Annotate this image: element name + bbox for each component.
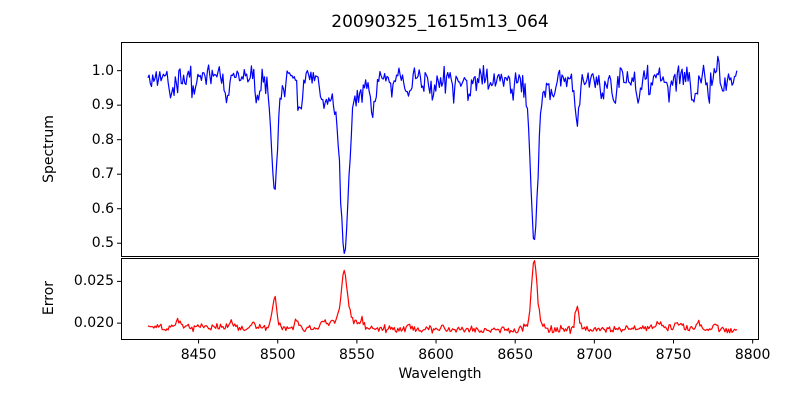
spectrum-axis-label: Spectrum xyxy=(41,115,57,183)
error-y-tick-label: 0.020 xyxy=(73,315,114,332)
x-tick-label: 8700 xyxy=(576,347,613,363)
x-tick-label: 8500 xyxy=(259,347,296,363)
spectrum-line xyxy=(147,55,738,255)
x-tick-label: 8600 xyxy=(418,347,454,363)
spectrum-y-tick-label: 0.6 xyxy=(91,200,114,217)
x-tick-label: 8750 xyxy=(655,347,692,363)
spectrum-y-tick-label: 0.5 xyxy=(91,235,114,252)
error-axis-label: Error xyxy=(41,280,57,316)
x-tick-label: 8650 xyxy=(497,347,534,363)
spectrum-y-tick-label: 0.7 xyxy=(91,166,114,183)
x-tick-label: 8450 xyxy=(180,347,217,363)
x-tick-label: 8800 xyxy=(734,347,771,363)
x-axis-label: Wavelength xyxy=(398,366,482,382)
error-y-tick-label: 0.025 xyxy=(73,273,114,290)
x-tick-label: 8550 xyxy=(339,347,375,363)
axis-tick-marks xyxy=(117,70,754,344)
spectrum-panel-frame xyxy=(121,42,759,257)
spectrum-y-tick-label: 0.8 xyxy=(91,131,114,148)
error-panel-frame xyxy=(121,258,759,340)
chart-title: 20090325_1615m13_064 xyxy=(331,12,549,32)
error-line xyxy=(147,260,738,335)
spectrum-y-tick-label: 0.9 xyxy=(91,97,114,114)
spectrum-y-tick-label: 1.0 xyxy=(91,62,114,79)
